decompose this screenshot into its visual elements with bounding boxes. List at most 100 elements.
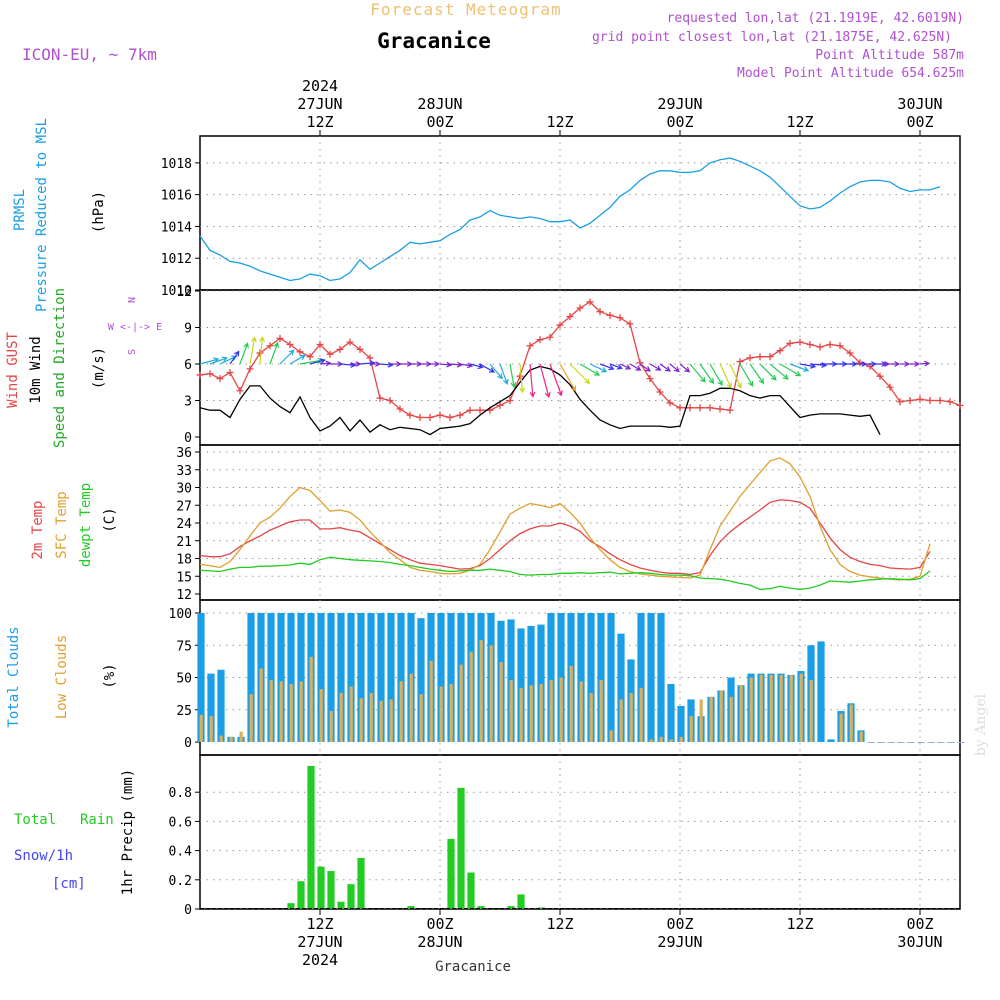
wind-direction-arrow [769, 363, 789, 380]
top-axis-label: 29JUN [657, 95, 702, 113]
total-cloud-bar [377, 613, 385, 742]
low-cloud-bar [439, 686, 443, 742]
top-axis-label: 00Z [666, 113, 693, 131]
gust-marker [816, 343, 824, 351]
gust-marker [286, 341, 294, 349]
low-cloud-bar [769, 674, 773, 742]
wind-direction-arrow [569, 363, 591, 385]
footer-location: Gracanice [435, 959, 511, 975]
wind-direction-arrow [449, 361, 463, 368]
total-cloud-bar [267, 613, 275, 742]
gust-marker [256, 349, 264, 357]
y-tick-label: 36 [176, 446, 192, 461]
total-cloud-bar [277, 613, 285, 742]
wind-direction-arrow [679, 363, 691, 373]
wind-direction-arrow [789, 363, 810, 372]
low-cloud-bar [449, 683, 453, 742]
total-cloud-bar [817, 641, 825, 742]
rain-bar [537, 907, 545, 909]
gust-marker [416, 414, 424, 422]
y-tick-label: 6 [184, 358, 192, 373]
y-tick-label: 27 [176, 499, 192, 514]
rain-bar [337, 901, 345, 909]
gust-marker [226, 369, 234, 377]
wind-direction-arrow [689, 363, 706, 383]
y-tick-label: 3 [184, 395, 192, 410]
total-cloud-bar [607, 613, 615, 742]
gust-marker [526, 342, 534, 350]
gust-marker [676, 404, 684, 412]
y-tick-label: 30 [176, 482, 192, 497]
low-cloud-bar [529, 685, 533, 742]
wind-direction-arrow [289, 354, 306, 365]
bottom-axis-label: 00Z [666, 915, 693, 933]
low-cloud-bar [809, 680, 813, 742]
total-cloud-bar [667, 683, 675, 742]
wind-direction-arrow [489, 363, 503, 380]
gust-marker [726, 406, 734, 414]
low-cloud-bar [599, 680, 603, 742]
wind-direction-arrow [239, 342, 249, 365]
prmsl-label: PRMSL [12, 189, 28, 231]
total-cloud-bar [517, 628, 525, 742]
speed-direction-label: Speed and Direction [52, 288, 68, 448]
wind-direction-arrow [729, 363, 742, 389]
low-cloud-bar [299, 681, 303, 742]
top-axis-label: 28JUN [417, 95, 462, 113]
low-cloud-bar [279, 681, 283, 742]
low-cloud-bar [619, 699, 623, 742]
low-cloud-bar [729, 696, 733, 742]
gust-marker [506, 397, 514, 404]
wind-direction-arrow [539, 363, 551, 399]
gust-marker [746, 354, 754, 362]
low-cloud-bar [789, 674, 793, 742]
low-cloud-bar [799, 673, 803, 742]
low-cloud-bar [739, 685, 743, 742]
top-axis-label: 00Z [906, 113, 933, 131]
gust-marker [606, 311, 614, 319]
temperature-panel: 2m Temp SFC Temp dewpt Temp (C) 12 15 18 21… [30, 444, 961, 603]
y-tick-label: 24 [176, 517, 192, 532]
wind-direction-arrow [709, 363, 723, 387]
low-cloud-bar [669, 739, 673, 742]
y-tick-label: 33 [176, 464, 192, 479]
gust-marker [206, 370, 214, 378]
wind-direction-arrow [559, 363, 577, 392]
wind-direction-arrow [479, 363, 496, 373]
low-cloud-bar [319, 689, 323, 742]
gust-marker [216, 375, 224, 383]
low-cloud-bar [309, 656, 313, 742]
total-cloud-bar [197, 613, 205, 742]
gust-marker [466, 406, 474, 414]
bottom-axis-label: 29JUN [657, 933, 702, 951]
grid-point-coords: grid point closest lon,lat (21.1875E, 42… [592, 30, 952, 45]
y-tick-label: 50 [176, 672, 192, 687]
total-cloud-bar [247, 613, 255, 742]
gust-marker [666, 399, 674, 407]
wind-direction-arrow [900, 361, 911, 367]
sfc-temp-label: SFC Temp [54, 491, 70, 558]
compass-rose: N W <-|-> E S [108, 297, 162, 355]
low-cloud-bar [519, 687, 523, 742]
total-cloud-bar [677, 705, 685, 742]
gust-marker [826, 341, 834, 349]
total-cloud-bar [337, 613, 345, 742]
wind-direction-arrow [400, 361, 413, 367]
low-cloud-bar [649, 739, 653, 742]
gust-marker [896, 398, 904, 406]
total-cloud-bar [547, 613, 555, 742]
wind-direction-arrow [249, 336, 257, 365]
low-cloud-bar [289, 683, 293, 742]
low-cloud-bar [629, 692, 633, 742]
wind-direction-arrow [209, 356, 228, 365]
bottom-axis-label: 00Z [906, 915, 933, 933]
celsius-unit-label: (C) [102, 507, 118, 532]
y-tick-label: 9 [184, 322, 192, 337]
low-cloud-bar [469, 651, 473, 742]
low-cloud-bar [839, 713, 843, 742]
wind-direction-arrow [379, 361, 394, 368]
gust-marker [596, 308, 604, 316]
